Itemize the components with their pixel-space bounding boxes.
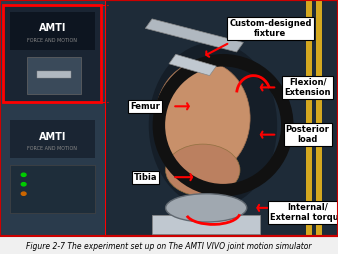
Text: Flexion/
Extension: Flexion/ Extension bbox=[284, 78, 331, 97]
Bar bbox=[3, 5, 101, 102]
Circle shape bbox=[21, 192, 26, 195]
Text: AMTI: AMTI bbox=[39, 132, 66, 142]
Circle shape bbox=[21, 173, 26, 177]
Text: AMTI: AMTI bbox=[39, 23, 66, 33]
Circle shape bbox=[21, 183, 26, 186]
Bar bbox=[10, 120, 95, 158]
Text: Posterior
load: Posterior load bbox=[286, 125, 330, 144]
Text: Tibia: Tibia bbox=[134, 173, 157, 182]
Ellipse shape bbox=[155, 61, 250, 175]
Bar bbox=[152, 215, 260, 234]
Bar bbox=[27, 57, 81, 94]
Polygon shape bbox=[169, 54, 216, 76]
Text: Femur: Femur bbox=[130, 102, 160, 111]
Text: Internal/
External torque: Internal/ External torque bbox=[270, 203, 338, 222]
Bar bbox=[306, 0, 312, 236]
Ellipse shape bbox=[149, 42, 277, 208]
Bar bbox=[316, 0, 322, 236]
Text: Figure 2-7 The experiment set up on The AMTI VIVO joint motion simulator: Figure 2-7 The experiment set up on The … bbox=[26, 243, 312, 251]
Ellipse shape bbox=[166, 144, 240, 196]
Bar bbox=[10, 165, 95, 213]
Ellipse shape bbox=[166, 194, 247, 222]
Bar bbox=[3, 109, 101, 234]
Polygon shape bbox=[145, 19, 243, 52]
Bar bbox=[0, 0, 105, 236]
Bar bbox=[37, 71, 71, 78]
Bar bbox=[105, 0, 338, 236]
Text: Custom-designed
fixture: Custom-designed fixture bbox=[229, 19, 312, 38]
Bar bbox=[10, 12, 95, 50]
Text: FORCE AND MOTION: FORCE AND MOTION bbox=[27, 38, 77, 43]
Text: FORCE AND MOTION: FORCE AND MOTION bbox=[27, 146, 77, 151]
